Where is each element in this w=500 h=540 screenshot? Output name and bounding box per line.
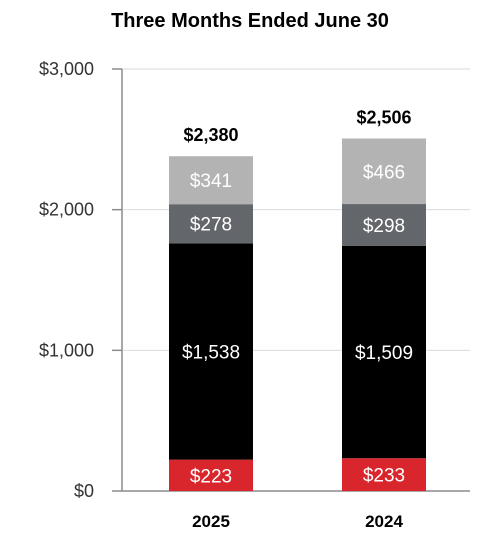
x-category-label: 2025 [192,512,230,531]
y-tick-label: $2,000 [39,200,94,220]
total-value-label: $2,506 [356,107,411,127]
segment-value-label: $1,509 [355,343,413,364]
bars [169,138,426,491]
total-value-label: $2,380 [183,125,238,145]
x-category-label: 2024 [365,512,403,531]
y-tick-label: $0 [74,481,94,501]
segment-value-label: $1,538 [182,342,240,363]
bar-segment [169,204,253,244]
bar-segment [342,245,426,459]
segment-value-label: $233 [363,466,405,487]
segment-value-label: $278 [190,215,232,236]
data-labels: $223 $1,538 $278 $341 $2,380 $233 $1,509 $298 $4… [182,107,413,487]
bar-segment [342,204,426,246]
segment-value-label: $466 [363,162,405,183]
bar-segment [342,458,426,491]
bar-segment [342,138,426,205]
y-tick-label: $1,000 [39,340,94,360]
segment-value-label: $223 [190,466,232,487]
y-tick-label: $3,000 [39,59,94,79]
bar-segment [169,459,253,491]
axes: $0 $1,000 $2,000 $3,000 2025 2024 [39,59,470,531]
bar-segment [169,243,253,460]
segment-value-label: $298 [363,216,405,237]
bar-segment [169,156,253,205]
chart-title: Three Months Ended June 30 [111,10,389,32]
segment-value-label: $341 [190,171,232,192]
